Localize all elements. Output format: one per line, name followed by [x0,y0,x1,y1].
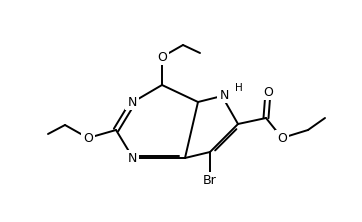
Text: N: N [219,89,229,101]
Text: N: N [127,151,137,165]
Text: O: O [157,50,167,63]
Text: O: O [263,85,273,99]
Text: N: N [127,95,137,109]
Text: O: O [83,131,93,145]
Text: H: H [235,83,243,93]
Text: O: O [277,131,287,145]
Text: Br: Br [203,174,217,186]
